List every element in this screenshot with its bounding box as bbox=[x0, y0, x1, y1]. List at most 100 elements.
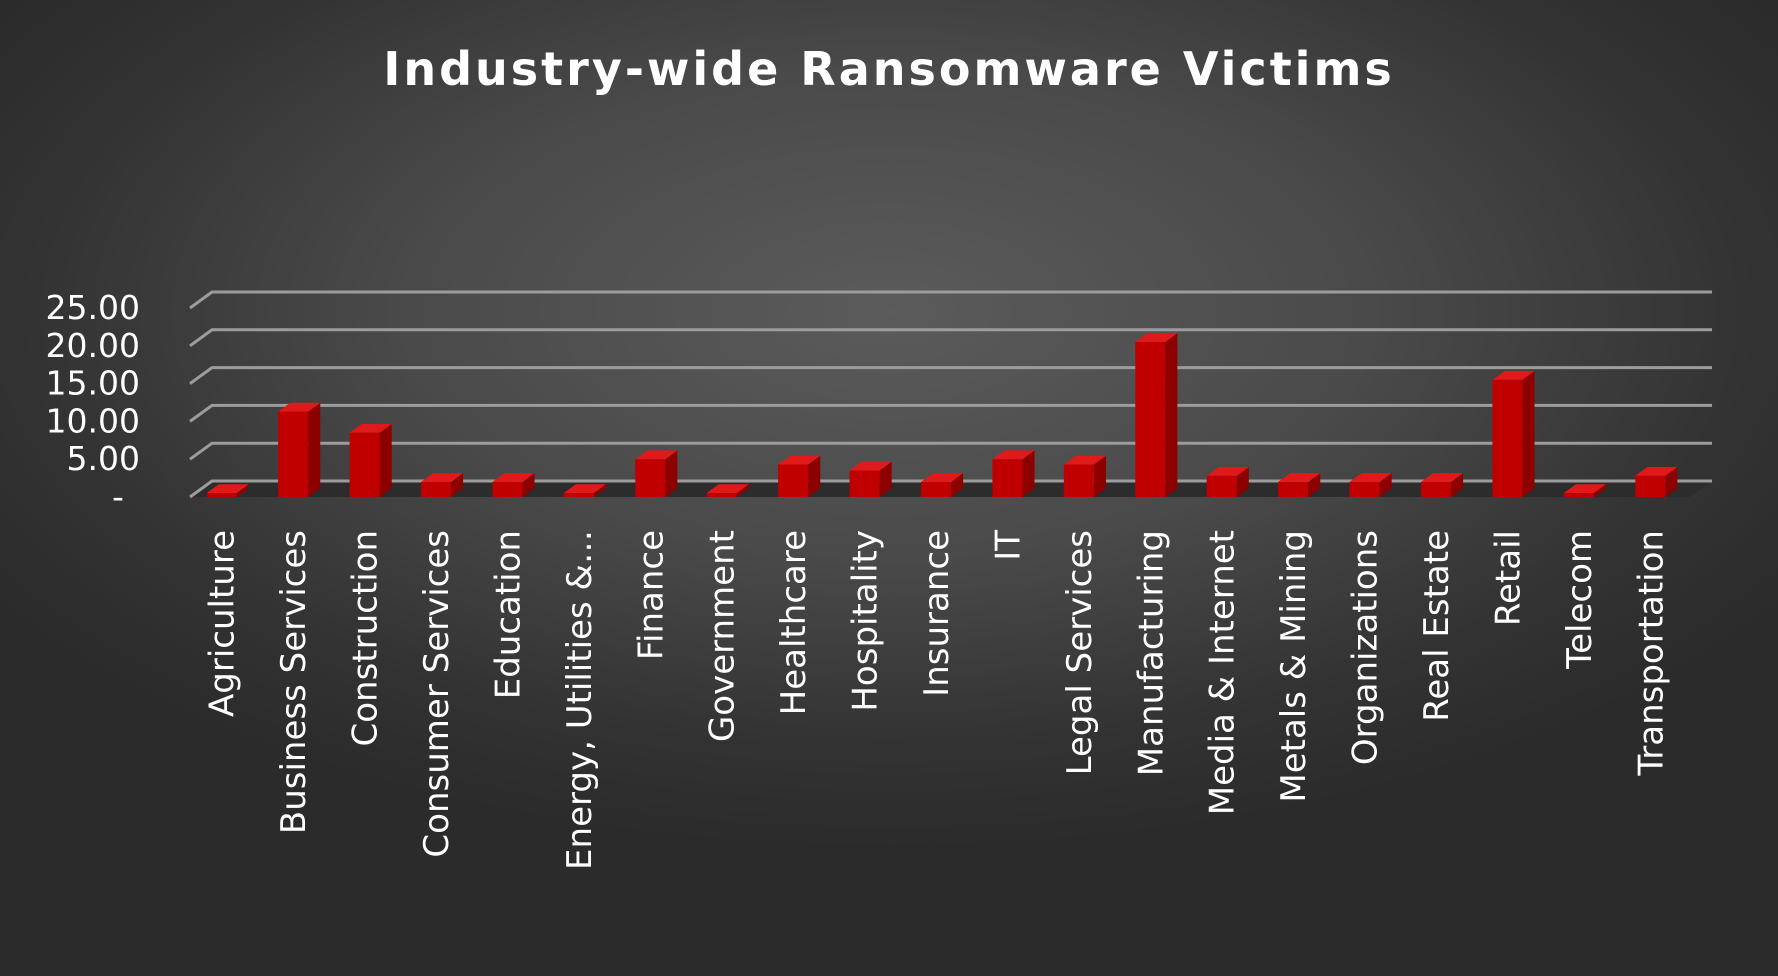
x-tick-label: Metals & Mining bbox=[1274, 530, 1314, 803]
bar bbox=[1349, 473, 1392, 497]
gridline bbox=[189, 290, 1712, 310]
x-tick-label: Consumer Services bbox=[417, 530, 457, 858]
bar bbox=[1063, 455, 1106, 497]
x-tick-label: Organizations bbox=[1346, 530, 1386, 765]
bar-top bbox=[1278, 473, 1321, 482]
bar-front bbox=[1135, 342, 1166, 497]
x-tick-label: Government bbox=[703, 530, 743, 742]
y-tick-label: 15.00 bbox=[46, 364, 140, 403]
bar-top bbox=[1135, 333, 1178, 343]
bar-front bbox=[635, 459, 666, 497]
x-tick-label: Transportation bbox=[1631, 530, 1671, 777]
y-tick-label: 10.00 bbox=[46, 401, 140, 440]
bar bbox=[635, 450, 678, 497]
bar-top bbox=[1492, 371, 1535, 380]
bar-side bbox=[1022, 450, 1035, 497]
bar bbox=[1206, 467, 1249, 497]
bar-side bbox=[593, 484, 606, 497]
y-tick-label: 5.00 bbox=[67, 439, 140, 478]
bar-top bbox=[921, 473, 964, 482]
gridline bbox=[189, 403, 1712, 423]
bar-top bbox=[1206, 467, 1249, 476]
bar-front bbox=[349, 432, 380, 497]
bar-side bbox=[308, 402, 321, 497]
bar bbox=[1492, 371, 1535, 497]
bar-side bbox=[1093, 455, 1106, 497]
gridline bbox=[189, 441, 1712, 461]
bar-side bbox=[451, 473, 464, 497]
x-tick-label: Finance bbox=[631, 530, 671, 660]
bar-top bbox=[349, 423, 392, 433]
x-tick-label: Hospitality bbox=[846, 530, 886, 712]
x-axis-ticks: Agriculture Business Services Construction… bbox=[203, 530, 1672, 870]
x-tick-label: Construction bbox=[346, 530, 386, 746]
bar-top bbox=[206, 484, 249, 493]
bar-front bbox=[278, 411, 309, 497]
bar-top bbox=[563, 484, 606, 493]
x-tick-label: Legal Services bbox=[1060, 530, 1100, 775]
bar-front bbox=[1421, 481, 1451, 497]
bar-front bbox=[706, 493, 737, 497]
x-tick-label: Media & Internet bbox=[1203, 530, 1243, 815]
bar bbox=[849, 461, 892, 497]
bar-top bbox=[421, 473, 464, 482]
x-tick-label: Business Services bbox=[274, 530, 314, 834]
bar-top bbox=[1349, 473, 1392, 482]
bar-front bbox=[992, 459, 1023, 497]
bar bbox=[1635, 467, 1678, 497]
bar-side bbox=[736, 484, 749, 497]
bar bbox=[992, 450, 1035, 497]
bar-front bbox=[1492, 379, 1523, 497]
y-tick-label: - bbox=[112, 477, 124, 516]
bar-top bbox=[992, 450, 1035, 460]
bar bbox=[706, 484, 749, 497]
bar-top bbox=[278, 402, 321, 412]
x-tick-label: Healthcare bbox=[774, 530, 814, 715]
bar-side bbox=[1522, 371, 1535, 497]
bar-top bbox=[1563, 484, 1606, 493]
x-tick-label: Education bbox=[488, 530, 528, 699]
bar bbox=[349, 423, 392, 497]
bar bbox=[206, 484, 249, 497]
bar-front bbox=[421, 481, 451, 497]
bar-front bbox=[921, 481, 951, 497]
bar-front bbox=[206, 493, 237, 497]
bar-top bbox=[1063, 455, 1106, 465]
bar-top bbox=[849, 461, 892, 471]
x-tick-label: Agriculture bbox=[203, 530, 243, 717]
bar bbox=[563, 484, 606, 497]
bar-side bbox=[1308, 473, 1321, 497]
bar bbox=[1421, 473, 1464, 497]
x-tick-label: Manufacturing bbox=[1131, 530, 1171, 776]
bar bbox=[921, 473, 964, 497]
bar-side bbox=[1165, 333, 1178, 497]
bars bbox=[206, 333, 1678, 497]
gridline bbox=[189, 366, 1712, 385]
bar-side bbox=[879, 461, 892, 497]
bar-top bbox=[635, 450, 678, 460]
bar-front bbox=[1206, 475, 1237, 497]
x-tick-label: Telecom bbox=[1560, 530, 1600, 670]
bar-top bbox=[778, 455, 821, 465]
bar bbox=[421, 473, 464, 497]
bar bbox=[778, 455, 821, 497]
bar-side bbox=[808, 455, 821, 497]
bar bbox=[492, 473, 535, 497]
bar-front bbox=[563, 493, 594, 497]
bar-front bbox=[492, 481, 523, 497]
bar-top bbox=[1421, 473, 1464, 482]
bar-top bbox=[706, 484, 749, 493]
bar-side bbox=[1665, 467, 1678, 497]
x-tick-label: Retail bbox=[1488, 530, 1528, 626]
bar-top bbox=[1635, 467, 1678, 476]
bar-side bbox=[236, 484, 249, 497]
bar-side bbox=[1236, 467, 1249, 497]
bar-front bbox=[849, 470, 880, 497]
bar-side bbox=[665, 450, 678, 497]
bar-side bbox=[1451, 473, 1464, 497]
x-tick-label: IT bbox=[988, 530, 1028, 561]
bar-front bbox=[1635, 475, 1666, 497]
bar-side bbox=[522, 473, 535, 497]
